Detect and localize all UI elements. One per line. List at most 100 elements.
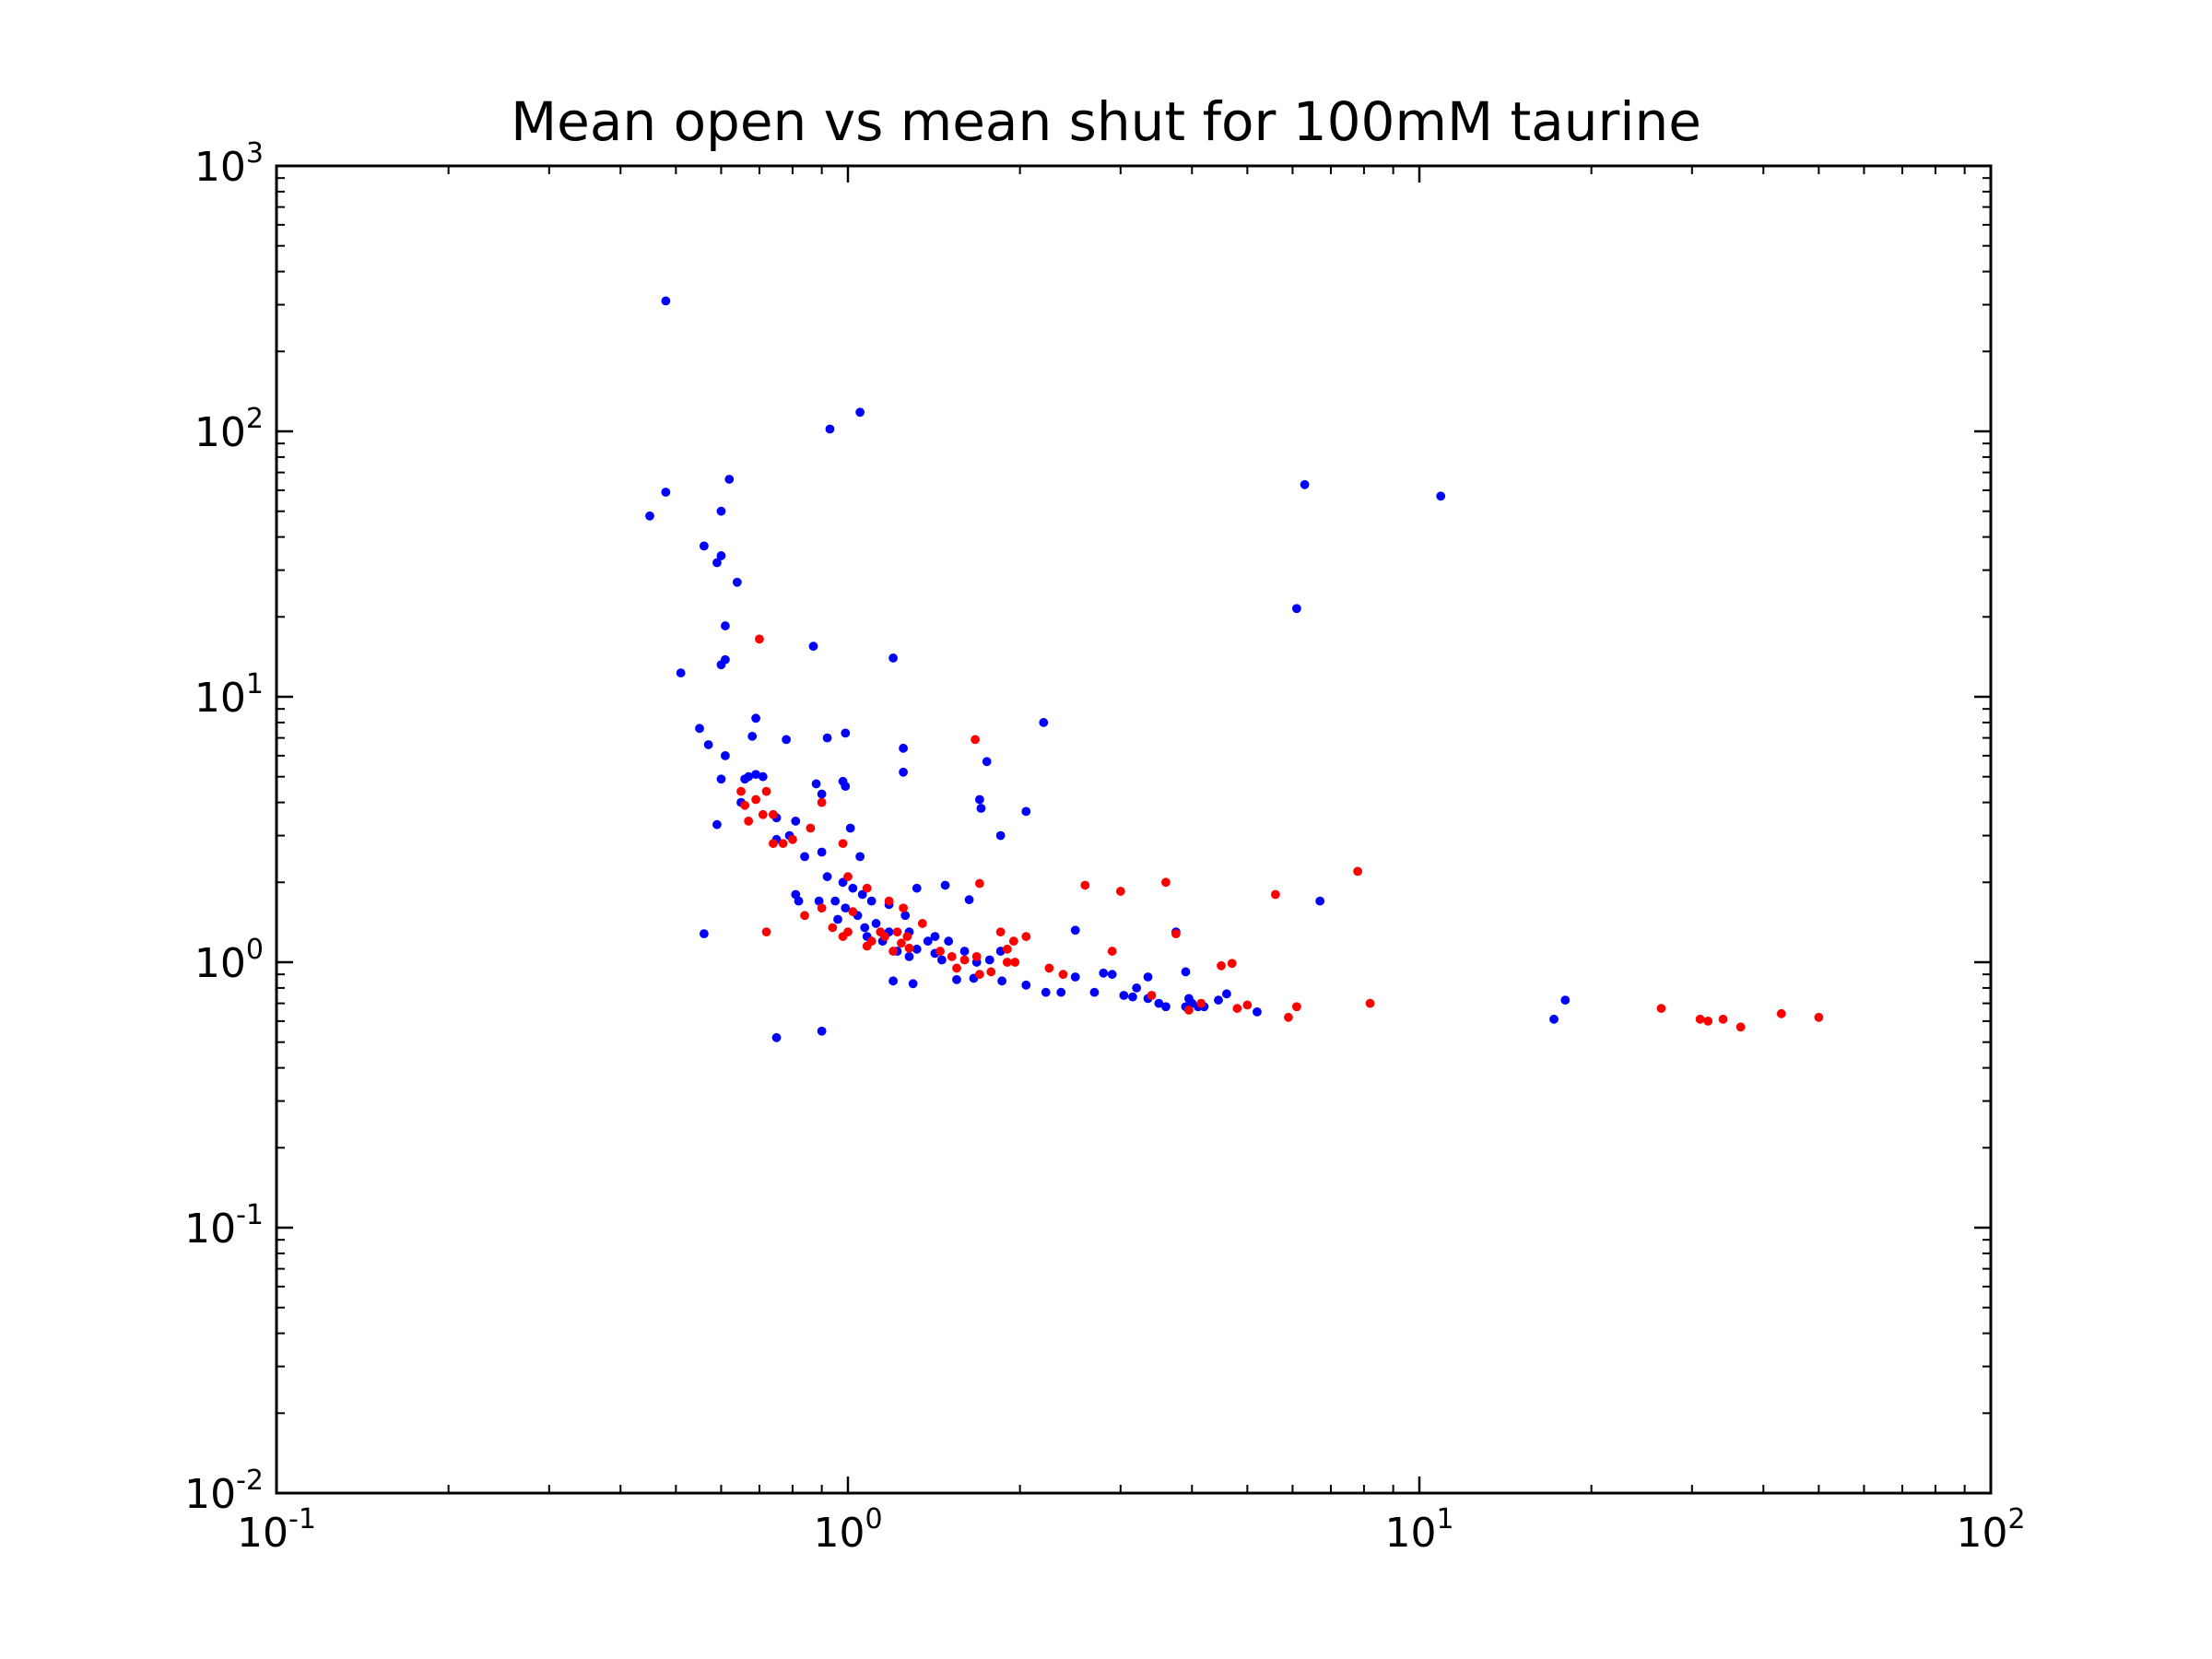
data-point (761, 927, 771, 937)
data-point (1041, 987, 1051, 997)
data-point (884, 896, 894, 906)
x-tick-label: 100 (813, 1503, 882, 1557)
data-point (902, 932, 912, 941)
y-tick-label: 10-2 (184, 1465, 264, 1518)
data-point (892, 927, 902, 937)
data-point (1695, 1014, 1705, 1024)
data-point (1183, 994, 1194, 1004)
data-point (843, 872, 853, 882)
data-point (862, 883, 872, 893)
data-point (828, 923, 838, 933)
data-point (721, 750, 730, 760)
data-point (1147, 991, 1157, 1000)
data-point (758, 809, 768, 819)
data-point (912, 883, 922, 893)
data-point (716, 774, 726, 784)
data-point (986, 967, 996, 977)
data-point (936, 955, 947, 965)
data-point (661, 296, 671, 306)
chart-title: Mean open vs mean shut for 100mM taurine (511, 90, 1701, 153)
data-point (1242, 1000, 1253, 1010)
data-point (1292, 1002, 1301, 1012)
data-point (855, 407, 865, 418)
data-point (822, 872, 832, 882)
data-point (1227, 959, 1237, 969)
y-tick-label: 101 (194, 668, 264, 722)
x-tick-label: 10-1 (237, 1503, 316, 1557)
data-point (1058, 970, 1068, 980)
data-point (982, 757, 992, 767)
data-point (740, 774, 750, 784)
data-point (761, 786, 771, 796)
data-point (952, 963, 961, 973)
data-point (866, 896, 877, 906)
data-point (1008, 936, 1018, 947)
data-point (1119, 991, 1129, 1000)
data-point (1161, 1002, 1171, 1012)
data-point (860, 923, 870, 933)
data-point (1089, 987, 1100, 997)
data-point (778, 839, 788, 849)
data-point (1115, 887, 1125, 896)
data-point (825, 424, 835, 434)
data-point (811, 779, 821, 789)
data-point (899, 743, 908, 753)
data-point (817, 903, 827, 913)
data-point (930, 932, 940, 941)
data-point (1315, 896, 1325, 906)
data-point (1070, 925, 1080, 935)
data-point (1171, 929, 1181, 939)
data-point (676, 668, 686, 678)
data-point (1217, 960, 1226, 971)
data-point (935, 947, 945, 956)
data-point (1021, 806, 1031, 817)
data-point (976, 804, 986, 813)
data-point (1735, 1022, 1746, 1032)
data-point (1214, 995, 1223, 1005)
data-point (995, 927, 1006, 937)
data-point (800, 852, 809, 862)
data-point (1292, 604, 1301, 614)
data-point (1656, 1004, 1666, 1013)
data-point (888, 653, 898, 663)
data-point (871, 919, 881, 928)
data-point (1002, 944, 1012, 954)
data-point (721, 621, 730, 630)
data-point (1270, 889, 1280, 900)
data-point (1196, 998, 1206, 1008)
data-point (899, 767, 908, 777)
data-point (1718, 1014, 1728, 1024)
data-points (645, 296, 1824, 1042)
x-tick-label: 102 (1956, 1503, 2025, 1557)
data-point (848, 883, 858, 893)
data-point (899, 903, 908, 913)
data-point (1143, 972, 1153, 982)
data-point (1132, 983, 1142, 993)
data-point (1161, 877, 1171, 888)
data-point (817, 1026, 827, 1036)
data-point (1253, 1006, 1262, 1017)
data-point (845, 823, 855, 833)
data-point (974, 794, 984, 805)
data-point (1232, 1004, 1242, 1013)
data-point (833, 914, 842, 924)
data-point (1703, 1016, 1713, 1026)
data-point (800, 911, 809, 921)
data-point (838, 877, 848, 888)
data-point (724, 475, 735, 484)
data-point (1549, 1014, 1559, 1024)
data-point (712, 558, 722, 568)
data-point (1436, 491, 1446, 501)
data-point (703, 740, 713, 749)
data-point (841, 728, 851, 738)
data-point (771, 1032, 782, 1042)
data-point (1365, 998, 1375, 1008)
data-point (817, 789, 827, 799)
data-point (645, 511, 654, 521)
data-point (1010, 958, 1020, 967)
plot-frame (275, 164, 1993, 1495)
data-point (661, 488, 671, 497)
data-point (888, 976, 898, 986)
